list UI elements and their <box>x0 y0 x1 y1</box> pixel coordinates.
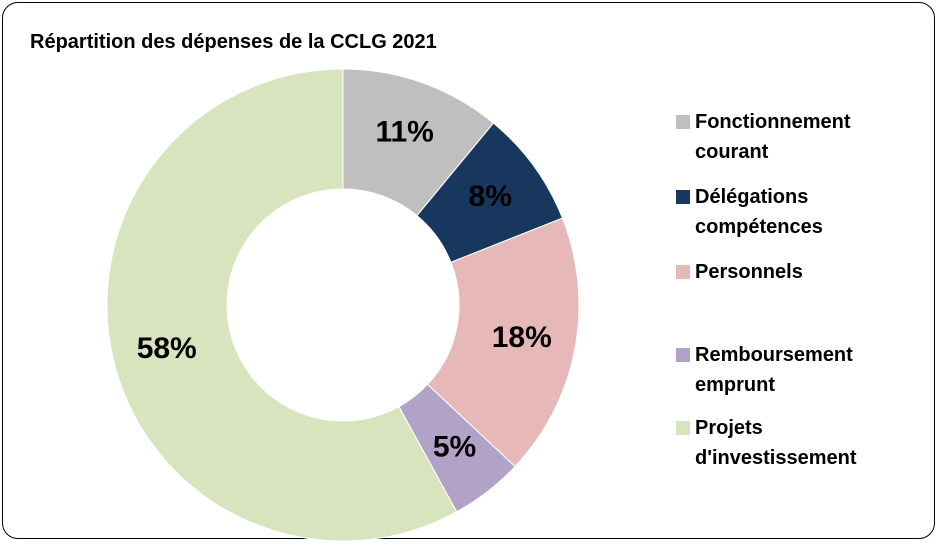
legend-item: Délégations compétences <box>676 182 876 242</box>
legend-label: Fonctionnement courant <box>695 111 851 163</box>
donut-slice <box>426 217 580 468</box>
legend-item: Projets d'investissement <box>676 413 876 473</box>
legend-swatch <box>676 265 690 279</box>
legend-swatch <box>676 190 690 204</box>
data-label: 18% <box>492 321 552 354</box>
data-label: 5% <box>433 431 476 464</box>
legend-label: Projets d'investissement <box>695 417 857 469</box>
data-label: 58% <box>137 332 197 365</box>
legend-label: Personnels <box>695 261 803 283</box>
legend-item: Remboursement emprunt <box>676 340 876 400</box>
donut-slice <box>106 68 458 542</box>
legend-item: Personnels <box>676 257 876 287</box>
legend-swatch <box>676 421 690 435</box>
chart-title: Répartition des dépenses de la CCLG 2021 <box>30 31 437 53</box>
legend-item: Fonctionnement courant <box>676 107 876 167</box>
data-label: 8% <box>469 180 512 213</box>
legend-label: Remboursement emprunt <box>695 344 853 396</box>
data-label: 11% <box>375 116 433 149</box>
legend-swatch <box>676 115 690 129</box>
legend-label: Délégations compétences <box>695 186 823 238</box>
legend-swatch <box>676 348 690 362</box>
